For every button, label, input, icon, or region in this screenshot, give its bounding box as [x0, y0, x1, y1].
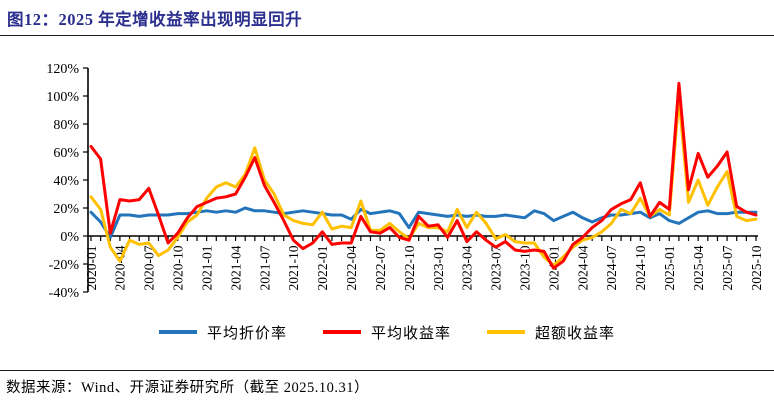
- svg-text:2023-04: 2023-04: [460, 245, 475, 290]
- figure-title: 图12：2025 年定增收益率出现明显回升: [7, 10, 303, 29]
- legend-label-excess: 超额收益率: [535, 325, 616, 342]
- svg-text:2022-07: 2022-07: [373, 245, 388, 290]
- svg-text:2024-04: 2024-04: [575, 245, 590, 290]
- chart-legend: 平均折价率 平均收益率 超额收益率: [0, 321, 774, 343]
- svg-text:2022-04: 2022-04: [344, 245, 359, 290]
- legend-swatch-red-line: [322, 330, 361, 334]
- svg-text:2025-04: 2025-04: [691, 245, 706, 290]
- legend-label-discount: 平均折价率: [206, 325, 287, 342]
- svg-text:80%: 80%: [53, 118, 79, 133]
- svg-text:2024-10: 2024-10: [633, 245, 648, 290]
- y-axis-labels: 120% 100% 80% 60% 40% 20% 0% -20% -40%: [46, 62, 79, 301]
- series-line-0: [89, 206, 758, 239]
- title-divider: [0, 35, 774, 36]
- legend-swatch-blue-line: [158, 330, 197, 334]
- svg-text:120%: 120%: [46, 62, 79, 77]
- svg-text:60%: 60%: [53, 146, 79, 161]
- svg-text:2021-01: 2021-01: [199, 246, 214, 291]
- axes: [87, 68, 758, 292]
- svg-text:2023-01: 2023-01: [431, 246, 446, 291]
- svg-text:0%: 0%: [60, 230, 79, 245]
- svg-text:40%: 40%: [53, 174, 79, 189]
- svg-text:2022-10: 2022-10: [402, 245, 417, 290]
- svg-text:100%: 100%: [46, 90, 79, 105]
- svg-text:2023-10: 2023-10: [517, 245, 532, 290]
- legend-item-discount: 平均折价率: [158, 322, 287, 343]
- svg-text:2021-04: 2021-04: [228, 245, 243, 290]
- series-line-1: [89, 81, 758, 270]
- data-source: 数据来源：Wind、开源证券研究所（截至 2025.10.31）: [6, 380, 370, 396]
- svg-text:2020-01: 2020-01: [84, 246, 99, 291]
- legend-item-return: 平均收益率: [322, 322, 451, 343]
- svg-text:-20%: -20%: [49, 258, 80, 273]
- svg-text:2020-10: 2020-10: [171, 245, 186, 290]
- legend-swatch-yellow-line: [487, 330, 525, 334]
- svg-text:2025-01: 2025-01: [662, 246, 677, 291]
- svg-text:2024-07: 2024-07: [604, 245, 619, 290]
- svg-text:2021-07: 2021-07: [257, 245, 272, 290]
- footer-divider: [0, 370, 774, 371]
- series-line-2: [89, 95, 758, 267]
- legend-label-return: 平均收益率: [370, 325, 451, 342]
- legend-item-excess: 超额收益率: [487, 322, 615, 343]
- svg-text:2025-10: 2025-10: [749, 245, 764, 290]
- svg-text:2021-10: 2021-10: [286, 245, 301, 290]
- tick-marks: [83, 67, 757, 293]
- x-axis-labels: 2020-01 2020-04 2020-07 2020-10 2021-01 2021-…: [84, 245, 764, 290]
- svg-text:2025-07: 2025-07: [720, 245, 735, 290]
- svg-text:2023-07: 2023-07: [489, 245, 504, 290]
- svg-text:2022-01: 2022-01: [315, 246, 330, 291]
- svg-text:2020-07: 2020-07: [142, 245, 157, 290]
- svg-text:20%: 20%: [53, 202, 79, 217]
- svg-text:-40%: -40%: [49, 286, 80, 301]
